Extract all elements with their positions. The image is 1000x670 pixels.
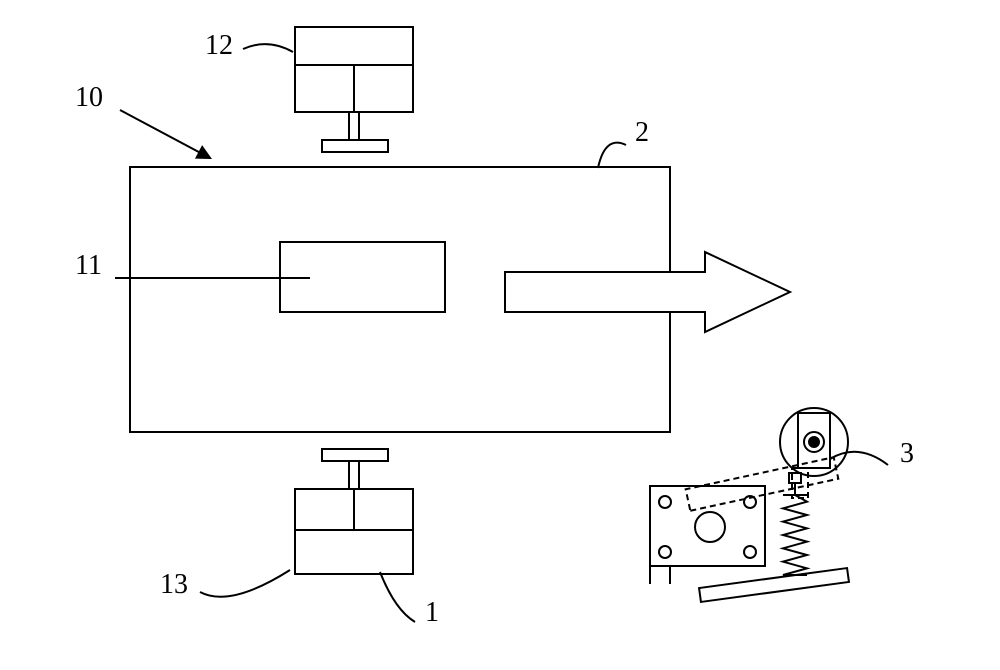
label-3: 3 [900,438,914,470]
direction-arrow [505,252,790,332]
diagram-canvas [0,0,1000,670]
label-11: 11 [75,250,102,282]
label-10: 10 [75,82,103,114]
mechanism-bracket [650,486,765,566]
label-2: 2 [635,117,649,149]
label-1: 1 [425,597,439,629]
label-13: 13 [160,569,188,601]
label-12: 12 [205,30,233,62]
